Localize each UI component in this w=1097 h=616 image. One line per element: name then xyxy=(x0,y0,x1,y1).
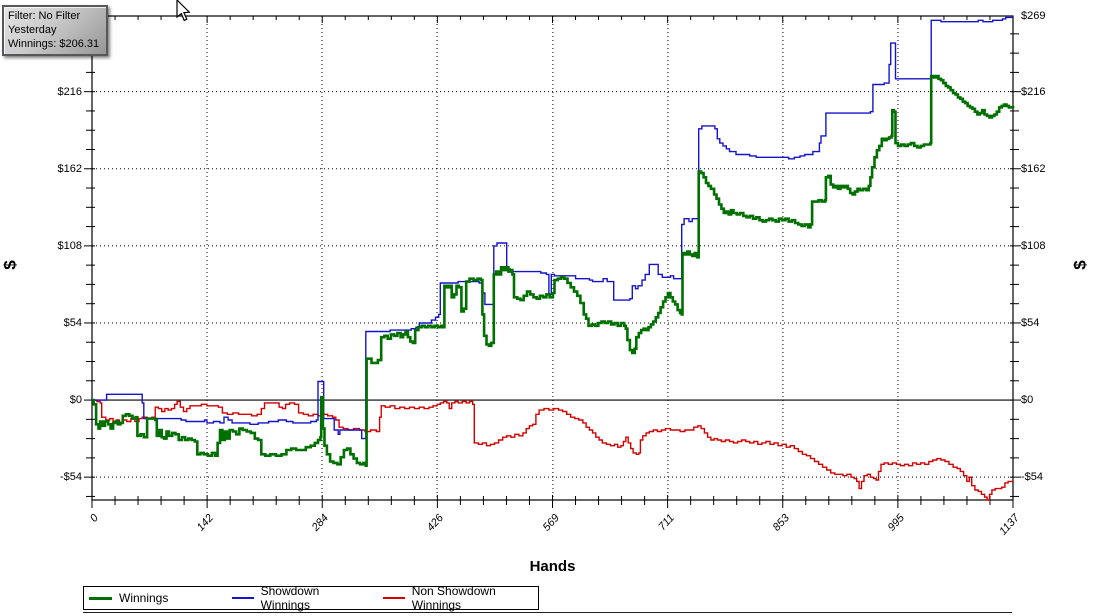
y-axis-tick-label-left: $0 xyxy=(69,394,82,407)
filter-tooltip: Filter: No Filter Yesterday Winnings: $2… xyxy=(2,5,109,56)
y-axis-tick-label-right: $0 xyxy=(1021,394,1034,407)
non-showdown-winnings-line xyxy=(92,399,1013,501)
tooltip-winnings-line: Winnings: $206.31 xyxy=(8,38,100,50)
y-axis-tick-label-left: -$54 xyxy=(59,471,82,484)
legend-label: Non Showdown Winnings xyxy=(411,584,496,612)
winnings-line xyxy=(92,74,1015,467)
chart-legend: Winnings Showdown Winnings Non Showdown … xyxy=(83,584,539,612)
tooltip-period-line: Yesterday xyxy=(8,24,57,36)
y-axis-tick-label-right: $108 xyxy=(1021,239,1046,252)
y-axis-tick-label-left: $216 xyxy=(57,85,82,98)
winnings-line-swatch xyxy=(89,596,112,600)
y-axis-tick-label-right: $54 xyxy=(1021,316,1040,329)
y-axis-title-left: $ xyxy=(0,260,20,270)
showdown-line-swatch xyxy=(232,597,254,599)
y-axis-tick-label-right: $216 xyxy=(1021,85,1046,98)
showdown-winnings-line xyxy=(92,16,1013,440)
legend-item-non-showdown-winnings: Non Showdown Winnings xyxy=(383,584,538,612)
y-axis-tick-label-right: $269 xyxy=(1021,10,1046,22)
non-showdown-line-swatch xyxy=(383,597,405,599)
bottom-panel-divider xyxy=(83,612,1012,613)
y-axis-tick-label-right: -$54 xyxy=(1021,471,1044,484)
legend-label: Winnings xyxy=(119,591,169,605)
y-axis-title-right: $ xyxy=(1070,260,1090,270)
tooltip-filter-line: Filter: No Filter xyxy=(8,10,81,22)
y-axis-tick-label-left: $54 xyxy=(63,316,82,329)
legend-label: Showdown Winnings xyxy=(260,584,320,612)
legend-item-winnings: Winnings xyxy=(89,591,168,605)
y-axis-tick-label-left: $162 xyxy=(57,162,82,175)
x-axis-title: Hands xyxy=(529,558,576,575)
y-axis-tick-label-left: $108 xyxy=(57,239,82,252)
legend-item-showdown-winnings: Showdown Winnings xyxy=(232,584,363,612)
y-axis-tick-label-right: $162 xyxy=(1021,162,1046,175)
mouse-cursor-icon xyxy=(176,0,190,22)
